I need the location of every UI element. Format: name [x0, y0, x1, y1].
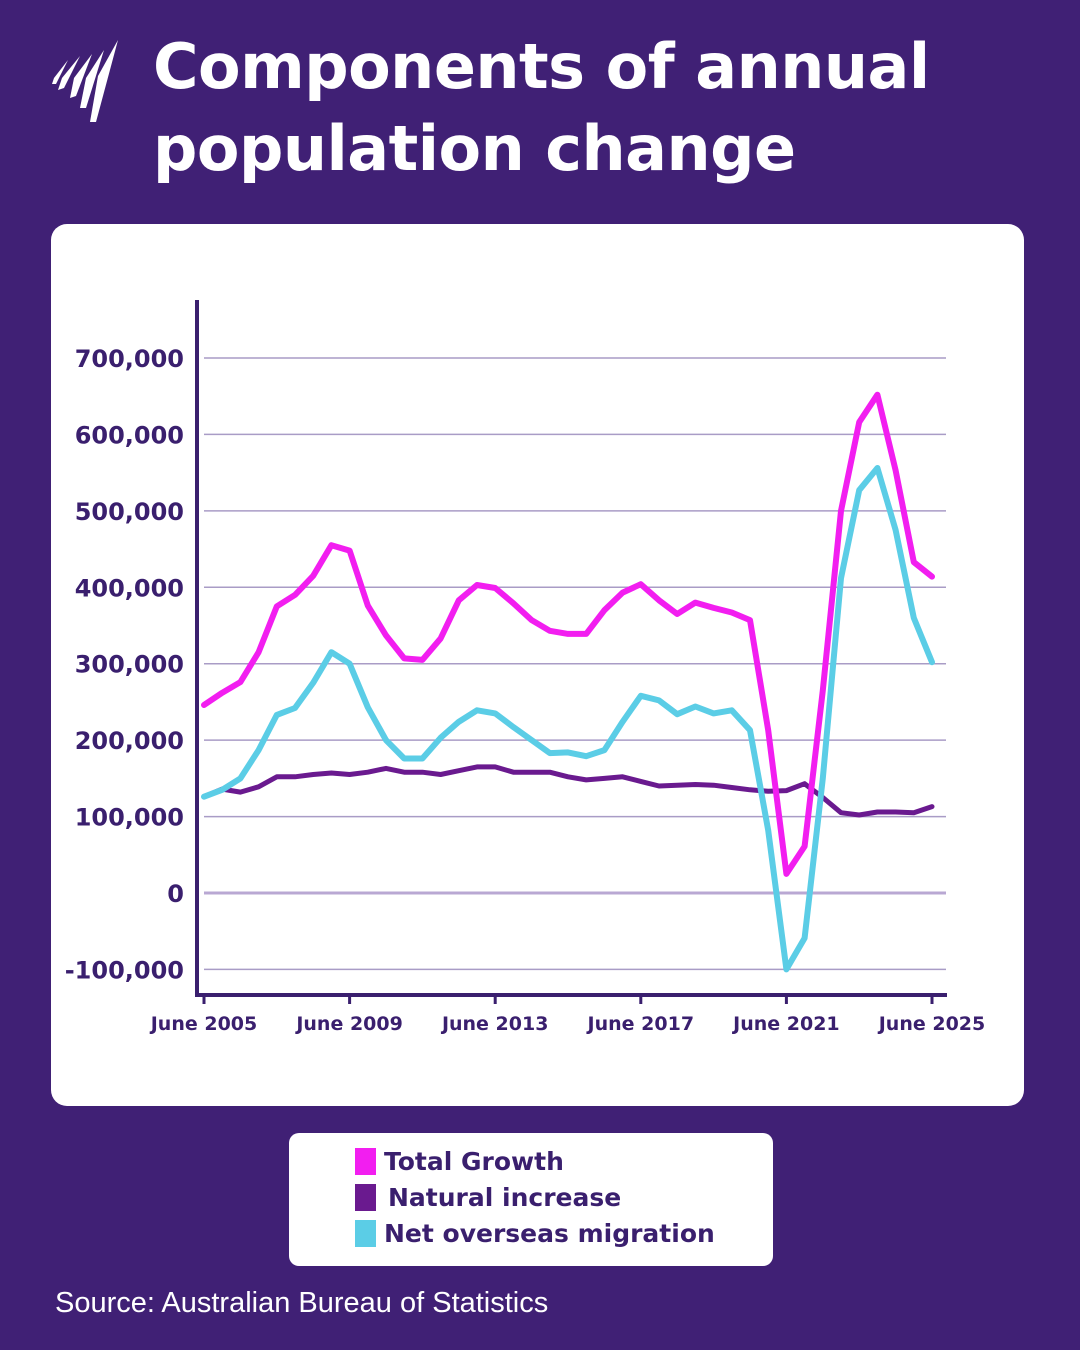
y-tick-label: 500,000 [75, 498, 184, 526]
x-tick-label: June 2009 [294, 1013, 403, 1035]
series-line-total-growth [201, 391, 935, 877]
legend-item-net-overseas-migration: Net overseas migration [355, 1218, 715, 1248]
series-line-net-overseas-migration [201, 465, 935, 973]
legend-label: Natural increase [388, 1182, 622, 1212]
x-tick-label: June 2021 [731, 1013, 840, 1035]
x-tick-label: June 2005 [149, 1013, 258, 1035]
y-tick-label: 300,000 [75, 651, 184, 679]
y-tick-label: 700,000 [75, 345, 184, 373]
sbs-logo-icon [52, 40, 118, 122]
legend-label: Net overseas migration [384, 1218, 715, 1248]
page-title: Components of annual population change [153, 26, 930, 190]
y-tick-label: 600,000 [75, 421, 184, 449]
title-line-1: Components of annual [153, 30, 930, 103]
source-note: Source: Australian Bureau of Statistics [55, 1287, 549, 1319]
legend-label: Total Growth [384, 1146, 564, 1176]
chart-card [51, 224, 1024, 1106]
legend-item-total-growth: Total Growth [355, 1146, 564, 1176]
legend-swatch-natural-increase [355, 1183, 376, 1211]
legend-swatch-total-growth [355, 1147, 376, 1175]
x-tick-label: June 2017 [586, 1013, 695, 1035]
y-tick-label: -100,000 [65, 956, 184, 984]
legend-swatch-net-overseas-migration [355, 1219, 376, 1247]
title-line-2: population change [153, 112, 796, 185]
y-tick-label: 0 [167, 880, 184, 908]
legend-item-natural-increase: Natural increase [355, 1182, 621, 1212]
x-tick-label: June 2025 [877, 1013, 986, 1035]
y-tick-label: 200,000 [75, 727, 184, 755]
x-tick-label: June 2013 [440, 1013, 549, 1035]
legend: Total Growth Natural increase Net overse… [289, 1133, 773, 1266]
y-tick-label: 100,000 [75, 804, 184, 832]
y-tick-label: 400,000 [75, 574, 184, 602]
